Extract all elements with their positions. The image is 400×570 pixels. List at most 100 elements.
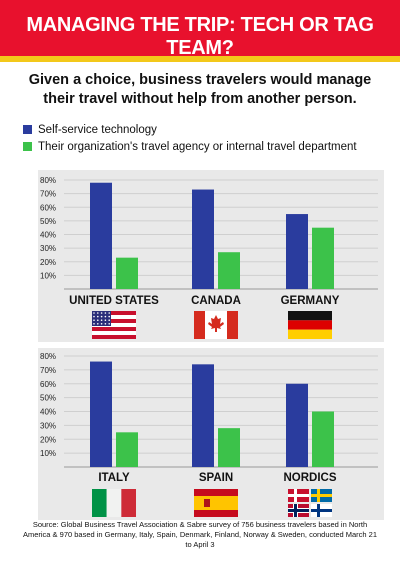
bar xyxy=(218,252,240,289)
y-tick-label: 40% xyxy=(40,231,56,240)
y-tick-label: 20% xyxy=(40,258,56,267)
flag-star xyxy=(93,319,95,322)
flag-stripe xyxy=(288,320,332,330)
bar xyxy=(286,214,308,289)
flag-star xyxy=(108,312,110,314)
flag-star xyxy=(108,315,110,318)
flag-stripe xyxy=(106,489,122,517)
chart-1: 80% 70% 60% 50% 40% 30% 20% 10% UNITED STATES CAN… xyxy=(38,170,384,342)
flag-stripe xyxy=(288,311,332,321)
y-tick-label: 30% xyxy=(40,421,56,430)
legend-item-self-service: Self-service technology xyxy=(23,121,393,138)
legend-item-agency: Their organization's travel agency or in… xyxy=(23,138,393,155)
flag-star xyxy=(97,312,99,314)
y-tick-label: 20% xyxy=(40,435,56,444)
bar xyxy=(218,428,240,467)
flag-star xyxy=(97,319,99,322)
y-tick-label: 10% xyxy=(40,449,56,458)
flag-cross xyxy=(311,494,332,497)
flag-stripe xyxy=(121,489,136,517)
y-tick-label: 40% xyxy=(40,408,56,417)
header-stripe xyxy=(0,56,400,62)
y-tick-label: 10% xyxy=(40,271,56,280)
germany-flag-icon xyxy=(288,311,332,339)
flag-stripe xyxy=(92,311,136,315)
flag-star xyxy=(100,319,103,322)
bar xyxy=(90,182,112,289)
page-subtitle: Given a choice, business travelers would… xyxy=(28,72,372,107)
flag-stripe xyxy=(194,510,238,517)
y-tick-label: 70% xyxy=(40,366,56,375)
x-category-label: UNITED STATES xyxy=(69,295,159,307)
flag-stripe xyxy=(288,329,332,339)
flag-star xyxy=(93,312,95,314)
y-tick-label: 60% xyxy=(40,380,56,389)
flag-stripe xyxy=(92,323,136,327)
bar xyxy=(116,432,138,467)
flag-stripe xyxy=(92,315,136,319)
bar xyxy=(192,189,214,289)
flag-cross xyxy=(288,509,309,512)
chart-legend: Self-service technology Their organizati… xyxy=(23,121,393,155)
legend-label: Self-service technology xyxy=(38,123,157,136)
flag-star xyxy=(97,315,99,318)
italy-flag-icon xyxy=(92,489,136,517)
flag-star xyxy=(104,323,107,325)
flag-star xyxy=(97,323,99,325)
y-tick-label: 80% xyxy=(40,352,56,361)
y-tick-label: 30% xyxy=(40,244,56,253)
canada-flag-icon xyxy=(194,311,238,339)
flag-stripe xyxy=(194,496,238,510)
page-title: MANAGING THE TRIP: TECH OR TAG TEAM? xyxy=(26,14,374,59)
flag-star xyxy=(108,323,110,325)
x-category-label: NORDICS xyxy=(283,472,336,484)
y-tick-label: 80% xyxy=(40,176,56,185)
flag-cross xyxy=(288,494,309,497)
flag-stripe xyxy=(92,331,136,335)
flag-star xyxy=(100,312,103,314)
bar xyxy=(312,227,334,289)
flag-star xyxy=(104,319,107,322)
y-tick-label: 60% xyxy=(40,203,56,212)
flag-star xyxy=(108,319,110,322)
flag-star xyxy=(104,312,107,314)
flag-band xyxy=(194,311,205,339)
flag-stripe xyxy=(92,319,136,323)
source-note: Source: Global Business Travel Associati… xyxy=(22,520,378,549)
flag-star xyxy=(104,315,107,318)
flag-stripe xyxy=(92,327,136,331)
y-tick-label: 70% xyxy=(40,190,56,199)
nordics-flags-icon xyxy=(288,489,332,517)
flag-star xyxy=(93,323,95,325)
bar xyxy=(192,364,214,467)
x-category-label: SPAIN xyxy=(199,472,233,484)
legend-swatch-green xyxy=(23,142,32,151)
coat-of-arms xyxy=(204,499,210,507)
flag-stripe xyxy=(92,335,136,339)
chart-2: 80% 70% 60% 50% 40% 30% 20% 10% ITALY SPAIN NORDIC… xyxy=(38,348,384,520)
flag-star xyxy=(93,315,95,318)
y-tick-label: 50% xyxy=(40,217,56,226)
bar xyxy=(286,383,308,467)
us-flag-icon xyxy=(92,311,136,339)
bar xyxy=(116,257,138,289)
flag-band xyxy=(227,311,238,339)
bar xyxy=(312,411,334,467)
x-category-label: GERMANY xyxy=(281,295,340,307)
header-banner: MANAGING THE TRIP: TECH OR TAG TEAM? xyxy=(0,0,400,59)
flag-cross xyxy=(311,509,332,512)
bar xyxy=(90,361,112,467)
legend-label: Their organization's travel agency or in… xyxy=(38,140,357,153)
flag-star xyxy=(100,315,103,318)
legend-swatch-blue xyxy=(23,125,32,134)
x-category-label: ITALY xyxy=(98,472,130,484)
x-category-label: CANADA xyxy=(191,295,241,307)
y-tick-label: 50% xyxy=(40,394,56,403)
flag-stripe xyxy=(92,489,107,517)
maple-leaf xyxy=(208,315,224,332)
flag-stripe xyxy=(194,489,238,496)
flag-star xyxy=(100,323,103,325)
spain-flag-icon xyxy=(194,489,238,517)
flag-canton xyxy=(92,311,111,326)
